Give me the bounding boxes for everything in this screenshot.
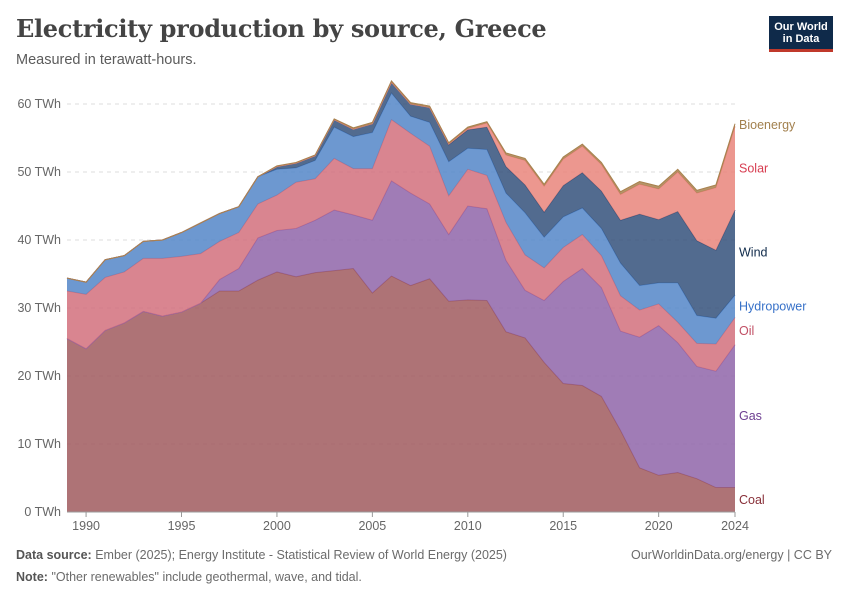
chart-subtitle: Measured in terawatt-hours. xyxy=(16,52,197,68)
y-tick-label: 20 TWh xyxy=(17,369,61,383)
x-tick-label: 1990 xyxy=(72,519,100,533)
series-label-coal: Coal xyxy=(739,493,765,507)
series-label-oil: Oil xyxy=(739,324,754,338)
x-tick-label: 2010 xyxy=(454,519,482,533)
x-tick-label: 2024 xyxy=(721,519,749,533)
data-source: Data source: Ember (2025); Energy Instit… xyxy=(16,548,507,562)
stacked-area-chart[interactable]: 0 TWh 10 TWh 20 TWh 30 TWh 40 TWh 50 TWh 60 TW… xyxy=(0,0,850,540)
y-tick-label: 40 TWh xyxy=(17,233,61,247)
logo-line-1: Our World xyxy=(774,21,828,33)
y-tick-label: 10 TWh xyxy=(17,437,61,451)
data-source-label: Data source: xyxy=(16,548,92,562)
x-tick-label: 2015 xyxy=(549,519,577,533)
note-label: Note: xyxy=(16,570,48,584)
area-edge-bioenergy xyxy=(66,79,736,283)
series-label-gas: Gas xyxy=(739,409,762,423)
owid-logo[interactable]: Our World in Data xyxy=(769,16,833,52)
y-tick-label: 30 TWh xyxy=(17,301,61,315)
note-text: "Other renewables" include geothermal, w… xyxy=(51,570,362,584)
chart-title: Electricity production by source, Greece xyxy=(16,14,547,43)
area-coal xyxy=(67,268,735,512)
x-tick-label: 2000 xyxy=(263,519,291,533)
data-source-text[interactable]: Ember (2025); Energy Institute - Statist… xyxy=(95,548,507,562)
y-tick-label: 0 TWh xyxy=(24,505,61,519)
x-tick-label: 2020 xyxy=(645,519,673,533)
logo-line-2: in Data xyxy=(782,33,820,45)
x-tick-label: 1995 xyxy=(168,519,196,533)
chart-note: Note: "Other renewables" include geother… xyxy=(16,570,362,584)
area-oil xyxy=(67,119,735,372)
y-tick-label: 60 TWh xyxy=(17,97,61,111)
y-tick-label: 50 TWh xyxy=(17,165,61,179)
series-label-hydropower: Hydropower xyxy=(739,299,806,313)
series-label-bioenergy: Bioenergy xyxy=(739,118,796,132)
area-solar xyxy=(67,82,735,283)
series-label-solar: Solar xyxy=(739,161,768,175)
x-tick-label: 2005 xyxy=(358,519,386,533)
area-gas xyxy=(67,180,735,488)
area-wind xyxy=(67,82,735,319)
credit-link[interactable]: OurWorldinData.org/energy | CC BY xyxy=(630,548,832,562)
series-label-wind: Wind xyxy=(739,246,768,260)
